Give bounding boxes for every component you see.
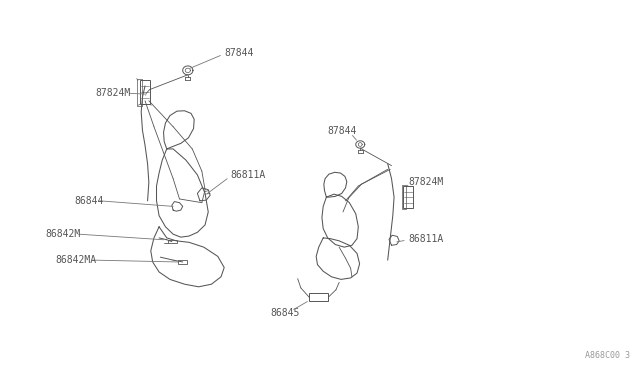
Text: 87844: 87844 [328,126,357,136]
Bar [140,80,150,105]
Text: 87824M: 87824M [95,88,131,98]
Bar [309,294,328,301]
Bar [403,186,413,208]
Bar [138,78,142,106]
Bar [402,185,406,209]
Text: 86811A: 86811A [230,170,266,180]
Text: A868C00 3: A868C00 3 [585,351,630,360]
Text: 86842MA: 86842MA [55,255,96,265]
Text: 86845: 86845 [271,308,300,318]
Text: 87844: 87844 [224,48,253,58]
Text: 86844: 86844 [74,196,104,206]
Text: 86842M: 86842M [45,229,81,239]
Bar [168,240,177,243]
Text: 87824M: 87824M [408,177,444,186]
Bar [178,260,187,264]
Text: 86811A: 86811A [408,234,444,244]
